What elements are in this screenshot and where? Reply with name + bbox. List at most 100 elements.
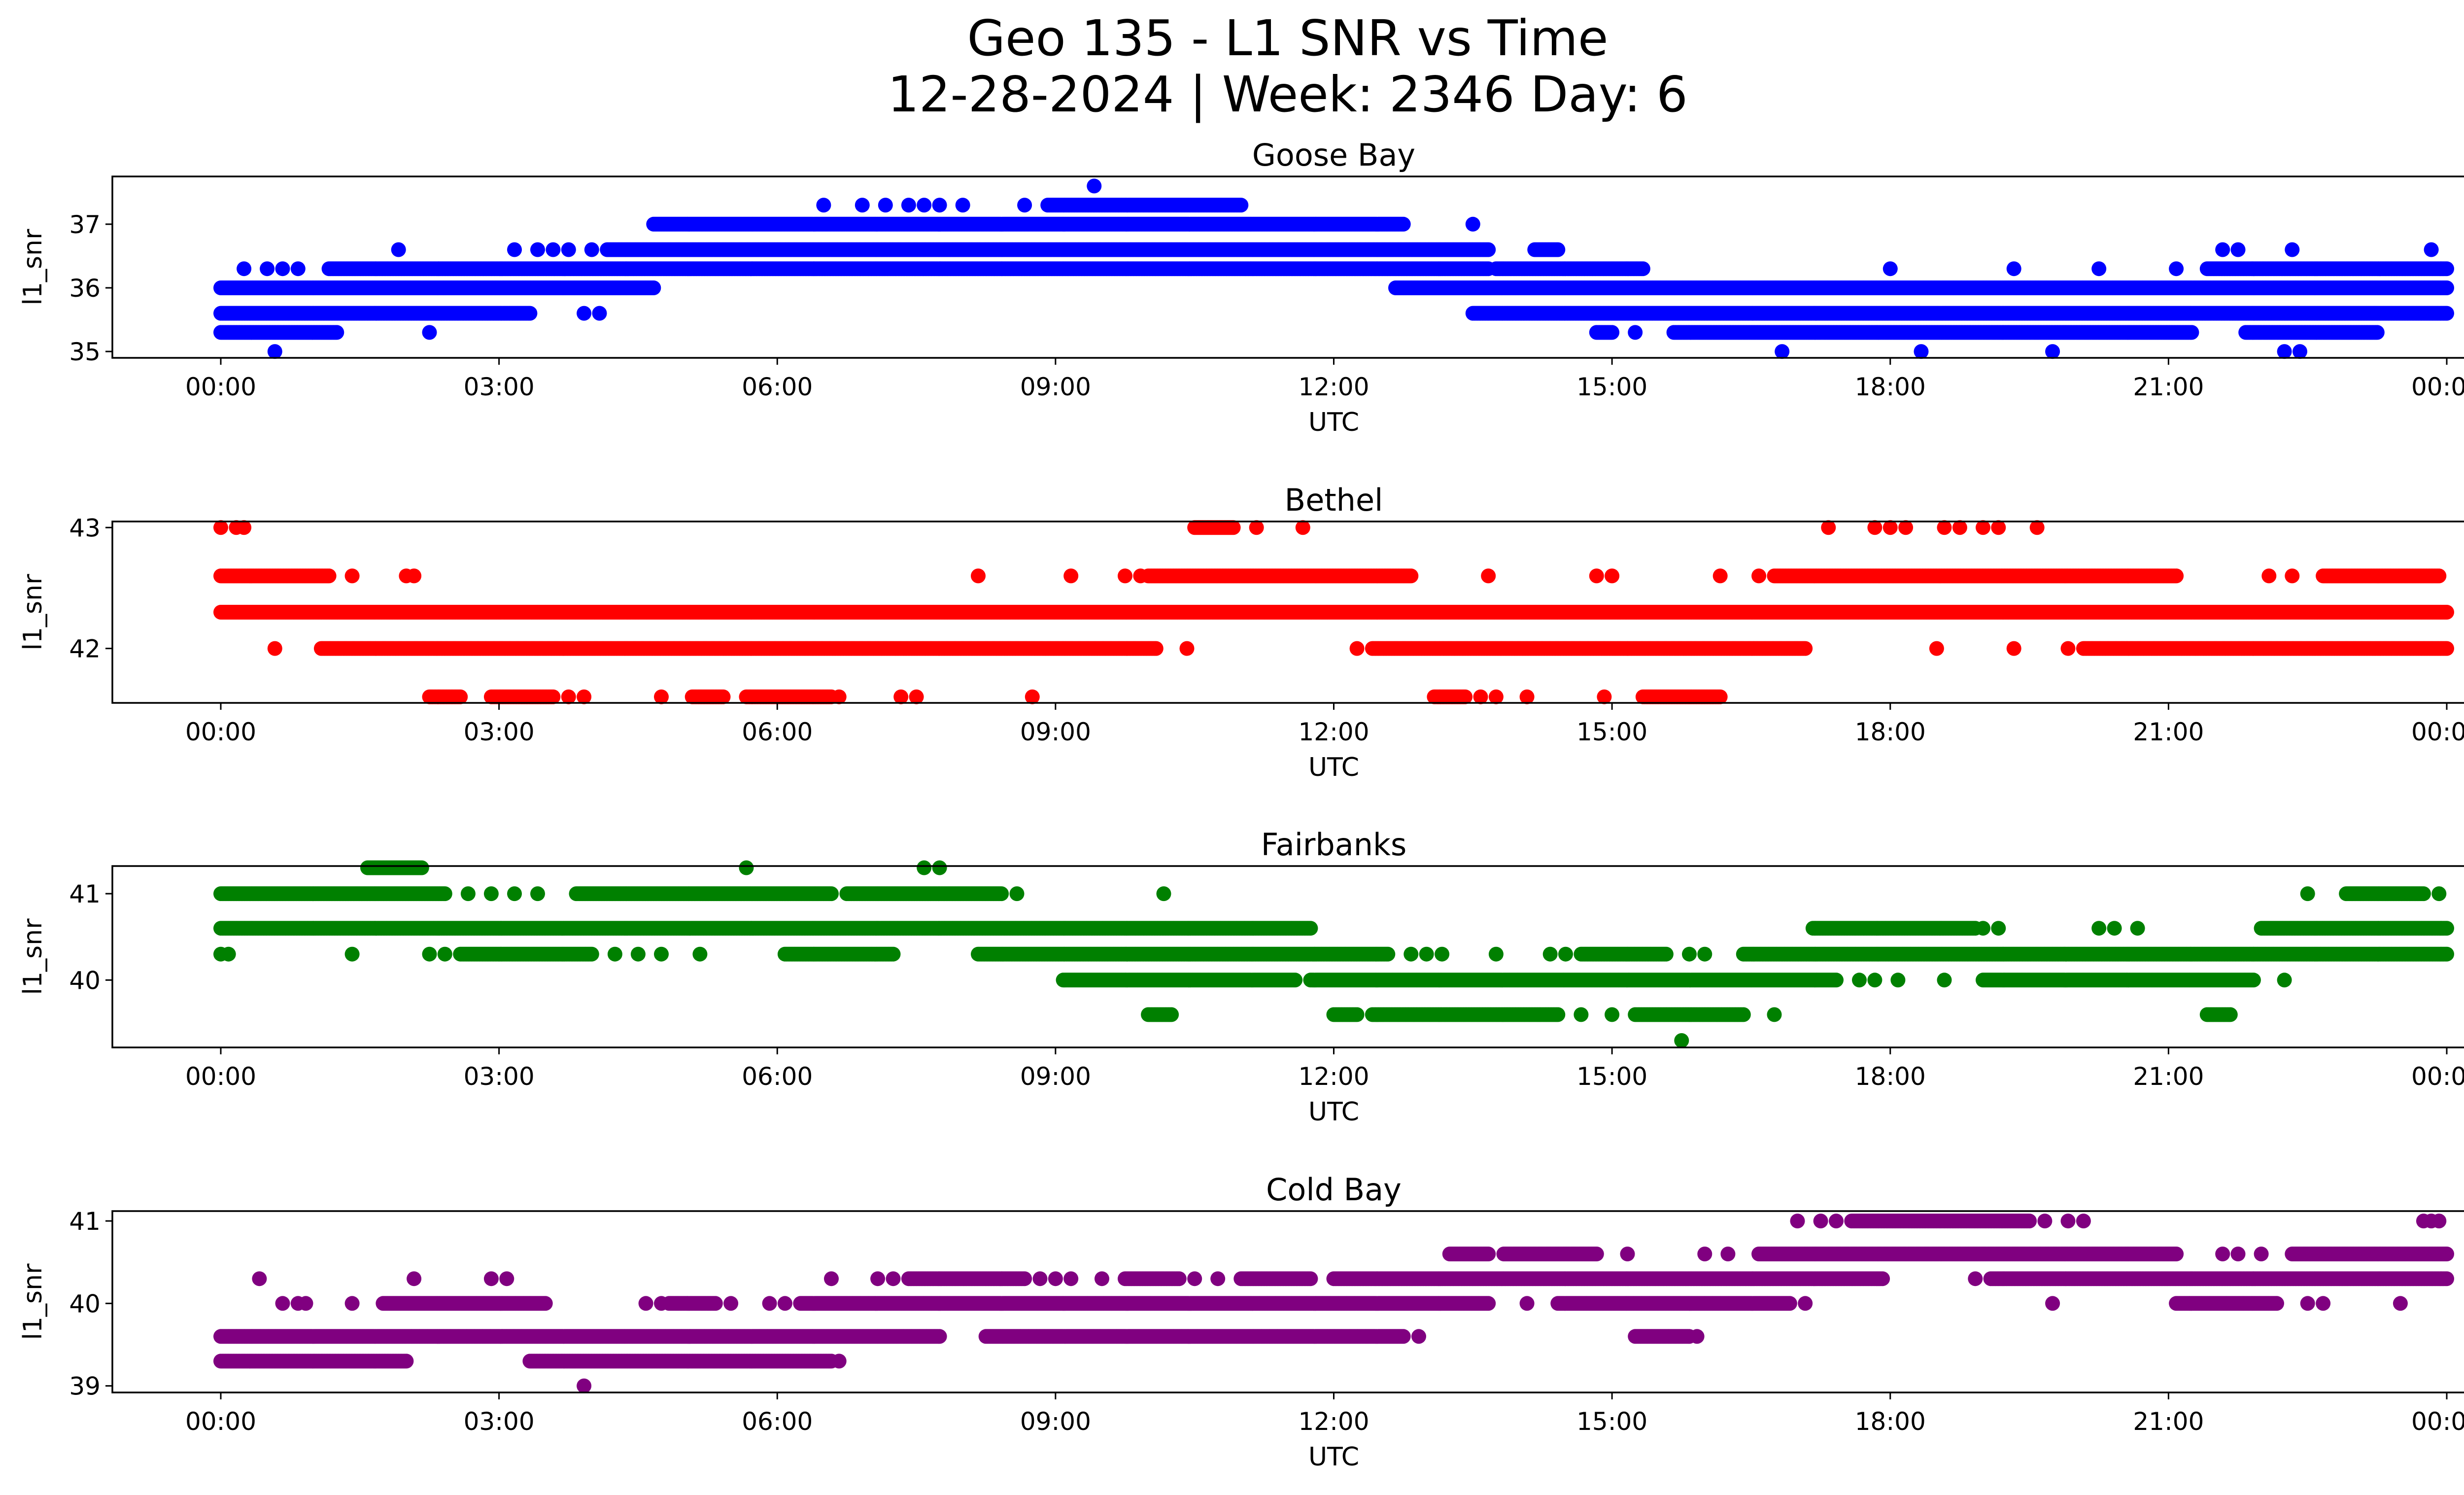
chart-0-data-point: [1635, 261, 1650, 277]
chart-0-series-run: [213, 325, 344, 340]
chart-0-data-point: [932, 198, 947, 213]
chart-0-series-run: [646, 216, 1411, 232]
chart-0-data-point: [2439, 280, 2454, 295]
chart-0-data-point: [290, 261, 306, 277]
chart-1-data-point: [1519, 689, 1535, 704]
chart-0-data-point: [391, 242, 406, 257]
chart-0-data-point: [260, 261, 275, 277]
chart-0-x-tick-label: 06:00: [742, 373, 813, 401]
chart-1-data-point: [561, 689, 576, 704]
chart-0-data-point: [646, 280, 661, 295]
chart-0-data-point: [584, 242, 599, 257]
chart-1-data-point: [1488, 689, 1504, 704]
chart-0-series-run: [1488, 261, 1650, 277]
chart-0-data-point: [1605, 325, 1620, 340]
chart-0-data-point: [1628, 325, 1643, 340]
chart-0-x-tick-label: 03:00: [464, 373, 535, 401]
chart-1-series-run: [684, 689, 731, 704]
chart-0-y-tick-label: 36: [69, 274, 101, 303]
chart-0-data-point: [1914, 344, 1929, 359]
chart-0-series-run: [1465, 306, 2454, 321]
chart-0-series-run: [1527, 242, 1566, 257]
chart-0-data-point: [1017, 198, 1032, 213]
chart-1-series-run: [1427, 689, 1473, 704]
chart-0-series-run: [2199, 261, 2454, 277]
chart-1-series-run: [739, 689, 839, 704]
chart-0-data-point: [2091, 261, 2107, 277]
figure-title-line-1: Geo 135 - L1 SNR vs Time: [967, 9, 1608, 67]
chart-0-y-axis-label: l1_snr: [18, 229, 48, 306]
chart-1-data-point: [654, 689, 669, 704]
chart-0-series-run: [2238, 325, 2385, 340]
chart-1-data-point: [577, 689, 592, 704]
chart-1-series-run: [1635, 689, 1728, 704]
chart-0-data-point: [2215, 242, 2230, 257]
chart-1-data-point: [546, 689, 561, 704]
chart-0-data-point: [1882, 261, 1898, 277]
chart-1-data-point: [893, 689, 909, 704]
chart-0-data-point: [546, 242, 561, 257]
chart-0-x-axis-label: UTC: [1308, 408, 1359, 437]
chart-1-data-point: [831, 689, 847, 704]
chart-1-data-point: [1597, 689, 1612, 704]
chart-0-series-run: [1040, 198, 1249, 213]
chart-0-series-run: [213, 280, 661, 295]
chart-0-data-point: [422, 325, 437, 340]
chart-1-data-point: [909, 689, 924, 704]
chart-1-data-point: [716, 689, 731, 704]
chart-0-data-point: [329, 325, 344, 340]
chart-0-data-point: [2045, 344, 2060, 359]
chart-1-series-run: [422, 689, 468, 704]
chart-1-data-point: [1025, 689, 1040, 704]
chart-0-series-run: [213, 306, 538, 321]
chart-1-data-point: [1473, 689, 1488, 704]
chart-0-x-tick-label: 12:00: [1298, 373, 1369, 401]
chart-0-data-point: [1775, 344, 1790, 359]
chart-0-y-tick-label: 35: [69, 338, 101, 366]
chart-0-data-point: [267, 344, 282, 359]
chart-0-data-point: [1233, 198, 1249, 213]
chart-0-data-point: [592, 306, 607, 321]
chart-0-data-point: [901, 198, 916, 213]
chart-0-data-point: [816, 198, 831, 213]
chart-0-data-point: [1550, 242, 1566, 257]
chart-1-title: Bethel: [1285, 482, 1383, 518]
chart-1-data-point: [453, 689, 468, 704]
chart-0-series-run: [1589, 325, 1620, 340]
chart-0-series-run: [1388, 280, 2454, 295]
chart-0-x-tick-label: 18:00: [1855, 373, 1926, 401]
chart-1-data-point: [1712, 689, 1728, 704]
chart-0-y-tick-label: 37: [69, 210, 101, 239]
chart-0-data-point: [1396, 216, 1411, 232]
chart-0-data-point: [577, 306, 592, 321]
chart-0-data-point: [855, 198, 870, 213]
chart-0-title: Goose Bay: [1252, 137, 1415, 173]
chart-0-data-point: [561, 242, 576, 257]
chart-0-x-tick-label: 00:00: [2411, 373, 2464, 401]
chart-0-data-point: [507, 242, 522, 257]
chart-0-data-point: [917, 198, 932, 213]
chart-0-data-point: [2293, 344, 2307, 359]
chart-1-series-run: [483, 689, 561, 704]
chart-0-data-point: [2169, 261, 2184, 277]
chart-0-data-point: [2230, 242, 2246, 257]
chart-0-data-point: [2439, 261, 2454, 277]
chart-0-x-tick-label: 00:00: [185, 373, 256, 401]
chart-0-data-point: [1087, 178, 1102, 194]
chart-0-data-point: [2424, 242, 2439, 257]
chart-0-data-point: [2369, 325, 2385, 340]
chart-0-x-tick-label: 21:00: [2133, 373, 2204, 401]
chart-0-data-point: [1465, 216, 1480, 232]
chart-0-series-run: [321, 261, 1496, 277]
chart-0-data-point: [275, 261, 290, 277]
chart-0-data-point: [522, 306, 538, 321]
chart-1-data-point: [1458, 689, 1473, 704]
chart-0-data-point: [2285, 242, 2300, 257]
chart-0-series-run: [600, 242, 1496, 257]
chart-0-data-point: [878, 198, 893, 213]
chart-0-data-point: [2184, 325, 2199, 340]
chart-0-data-point: [1481, 242, 1496, 257]
